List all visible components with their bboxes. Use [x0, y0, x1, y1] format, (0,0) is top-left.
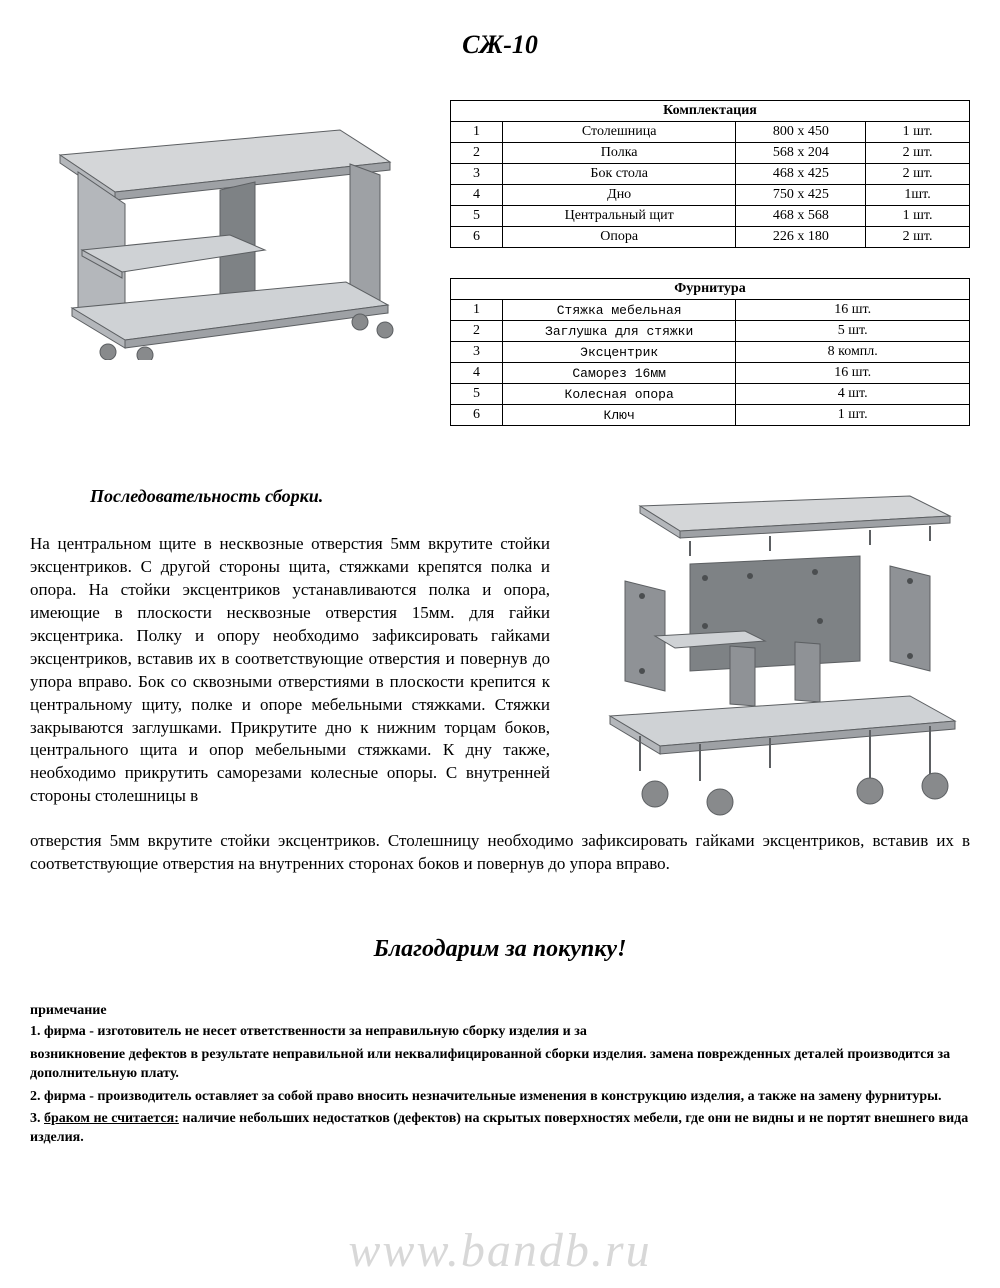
- hardware-table: Фурнитура 1Стяжка мебельная16 шт.2Заглуш…: [450, 278, 970, 426]
- watermark: www.bandb.ru: [0, 1223, 1000, 1278]
- note-3-prefix: 3.: [30, 1111, 44, 1126]
- hardware-cell: 3: [451, 342, 503, 363]
- parts-cell: 468 х 425: [736, 164, 866, 185]
- parts-cell: 1шт.: [866, 185, 970, 206]
- parts-cell: 568 х 204: [736, 143, 866, 164]
- hardware-row: 1Стяжка мебельная16 шт.: [451, 300, 970, 321]
- hardware-cell: 1: [451, 300, 503, 321]
- parts-cell: Столешница: [502, 122, 736, 143]
- top-section: Комплектация 1Столешница800 х 4501 шт.2П…: [30, 100, 970, 426]
- parts-cell: 6: [451, 227, 503, 248]
- parts-table-header: Комплектация: [451, 101, 970, 122]
- parts-cell: Бок стола: [502, 164, 736, 185]
- hardware-cell: Стяжка мебельная: [502, 300, 736, 321]
- parts-row: 2Полка568 х 2042 шт.: [451, 143, 970, 164]
- page-title: СЖ-10: [30, 30, 970, 60]
- hardware-cell: 5: [451, 384, 503, 405]
- parts-cell: Центральный щит: [502, 206, 736, 227]
- parts-table: Комплектация 1Столешница800 х 4501 шт.2П…: [450, 100, 970, 248]
- parts-row: 3Бок стола468 х 4252 шт.: [451, 164, 970, 185]
- parts-cell: 1: [451, 122, 503, 143]
- assembly-text-part1: На центральном щите в несквозные отверст…: [30, 533, 550, 808]
- parts-row: 6Опора226 х 1802 шт.: [451, 227, 970, 248]
- parts-cell: Полка: [502, 143, 736, 164]
- assembly-heading: Последовательность сборки.: [90, 486, 550, 507]
- tables-column: Комплектация 1Столешница800 х 4501 шт.2П…: [450, 100, 970, 426]
- parts-cell: 800 х 450: [736, 122, 866, 143]
- parts-cell: 226 х 180: [736, 227, 866, 248]
- hardware-row: 5Колесная опора4 шт.: [451, 384, 970, 405]
- assembly-text-part2: отверстия 5мм вкрутите стойки эксцентрик…: [30, 830, 970, 876]
- parts-cell: 468 х 568: [736, 206, 866, 227]
- hardware-table-header: Фурнитура: [451, 279, 970, 300]
- note-1b: возникновение дефектов в результате непр…: [30, 1046, 970, 1084]
- parts-cell: 2 шт.: [866, 227, 970, 248]
- hardware-cell: 6: [451, 405, 503, 426]
- parts-row: 1Столешница800 х 4501 шт.: [451, 122, 970, 143]
- note-3: 3. браком не считается: наличие небольши…: [30, 1110, 970, 1148]
- notes-heading: примечание: [30, 1003, 970, 1019]
- hardware-cell: Колесная опора: [502, 384, 736, 405]
- hardware-cell: 8 компл.: [736, 342, 970, 363]
- hardware-cell: 1 шт.: [736, 405, 970, 426]
- parts-cell: Опора: [502, 227, 736, 248]
- hardware-cell: 5 шт.: [736, 321, 970, 342]
- hardware-cell: 4 шт.: [736, 384, 970, 405]
- hardware-row: 4Саморез 16мм16 шт.: [451, 363, 970, 384]
- hardware-cell: 4: [451, 363, 503, 384]
- parts-cell: 5: [451, 206, 503, 227]
- parts-cell: Дно: [502, 185, 736, 206]
- parts-row: 4Дно750 х 4251шт.: [451, 185, 970, 206]
- hardware-cell: Саморез 16мм: [502, 363, 736, 384]
- hardware-row: 6Ключ1 шт.: [451, 405, 970, 426]
- parts-cell: 750 х 425: [736, 185, 866, 206]
- hardware-row: 3Эксцентрик8 компл.: [451, 342, 970, 363]
- hardware-cell: 2: [451, 321, 503, 342]
- parts-cell: 2 шт.: [866, 143, 970, 164]
- parts-cell: 1 шт.: [866, 122, 970, 143]
- hardware-cell: 16 шт.: [736, 300, 970, 321]
- hardware-cell: Заглушка для стяжки: [502, 321, 736, 342]
- parts-row: 5Центральный щит468 х 5681 шт.: [451, 206, 970, 227]
- parts-cell: 1 шт.: [866, 206, 970, 227]
- note-3-underlined: браком не считается:: [44, 1111, 179, 1126]
- hardware-cell: Ключ: [502, 405, 736, 426]
- product-image: [30, 100, 410, 360]
- hardware-cell: 16 шт.: [736, 363, 970, 384]
- parts-cell: 4: [451, 185, 503, 206]
- parts-cell: 2 шт.: [866, 164, 970, 185]
- hardware-cell: Эксцентрик: [502, 342, 736, 363]
- parts-cell: 3: [451, 164, 503, 185]
- note-1: 1. фирма - изготовитель не несет ответст…: [30, 1023, 970, 1042]
- note-2: 2. фирма - производитель оставляет за со…: [30, 1088, 970, 1107]
- hardware-row: 2Заглушка для стяжки5 шт.: [451, 321, 970, 342]
- parts-cell: 2: [451, 143, 503, 164]
- exploded-view-image: [570, 486, 970, 826]
- assembly-section: Последовательность сборки. На центрально…: [30, 486, 970, 826]
- thanks-line: Благодарим за покупку!: [30, 936, 970, 963]
